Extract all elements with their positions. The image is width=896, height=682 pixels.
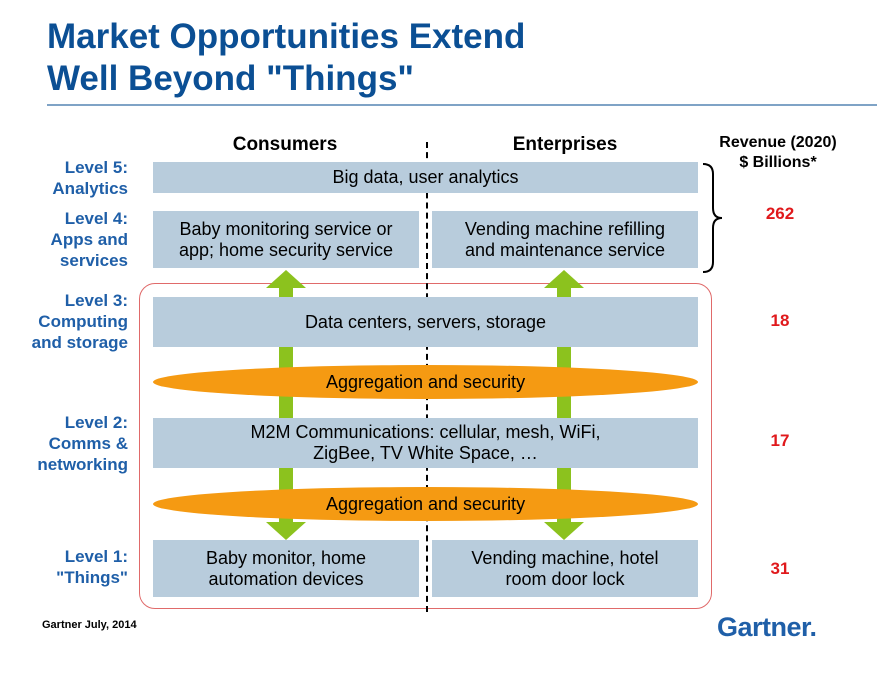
oval-lower-text: Aggregation and security [325,493,526,514]
gartner-logo: Gartner. [717,612,817,643]
levels-1-3-frame [139,283,712,609]
level-4-number: Level 4: [64,209,128,228]
level-2-name-cont: networking [37,455,128,474]
revenue-header-line-2: $ Billions* [739,154,817,171]
column-header-enterprises: Enterprises [512,134,618,155]
box-vending-service-line-1: Vending machine refilling [464,218,666,239]
box-big-data: Big data, user analytics [153,162,698,193]
title-rule [47,104,877,106]
slide-title: Market Opportunities Extend Well Beyond … [47,16,847,100]
level-3-name: Computing [38,312,128,331]
column-header-consumers: Consumers [232,134,338,155]
box-baby-monitoring-service: Baby monitoring service or app; home sec… [153,211,419,268]
box-m2m-line-1: M2M Communications: cellular, mesh, WiFi… [250,422,601,442]
level-4-label: Level 4: Apps and services [0,208,128,271]
box-m2m-line-2: ZigBee, TV White Space, … [313,443,538,463]
level-3-number: Level 3: [64,291,128,310]
level-3-label: Level 3: Computing and storage [0,290,128,353]
oval-upper-text: Aggregation and security [325,371,526,392]
oval-aggregation-security-lower: Aggregation and security [153,487,698,521]
box-data-centers-text: Data centers, servers, storage [304,311,547,332]
box-big-data-text: Big data, user analytics [332,167,519,187]
level-4-name-cont: services [59,251,128,270]
revenue-value-things: 31 [770,559,790,578]
box-vending-machine: Vending machine, hotel room door lock [432,540,698,597]
box-baby-monitor-line-1: Baby monitor, home [205,547,367,568]
level-5-number: Level 5: [64,158,128,177]
source-footnote: Gartner July, 2014 [42,619,137,631]
box-baby-monitor: Baby monitor, home automation devices [153,540,419,597]
revenue-header-line-1: Revenue (2020) [719,134,837,151]
box-vending-service: Vending machine refilling and maintenanc… [432,211,698,268]
level-1-name: "Things" [56,568,128,587]
level-2-label: Level 2: Comms & networking [0,412,128,475]
revenue-value-comms: 17 [770,431,790,450]
oval-aggregation-security-upper: Aggregation and security [153,365,698,399]
level-2-name: Comms & [48,434,128,453]
gartner-logo-text: Gartner [717,612,810,642]
gartner-logo-mark: . [809,612,818,642]
box-vending-machine-line-1: Vending machine, hotel [471,547,659,568]
box-baby-service-line-1: Baby monitoring service or [179,218,393,239]
box-data-centers: Data centers, servers, storage [153,297,698,347]
level-1-label: Level 1: "Things" [0,546,128,588]
box-vending-machine-line-2: room door lock [505,568,625,589]
box-baby-service-line-2: app; home security service [178,239,394,260]
revenue-header: Revenue (2020) $ Billions* [700,133,856,173]
right-brace-icon [702,163,723,273]
title-line-2: Well Beyond "Things" [47,59,415,98]
level-5-name: Analytics [52,179,128,198]
title-line-1: Market Opportunities Extend [47,17,526,56]
box-baby-monitor-line-2: automation devices [208,568,364,589]
level-2-number: Level 2: [64,413,128,432]
level-1-number: Level 1: [64,547,128,566]
box-vending-service-line-2: and maintenance service [464,239,666,260]
level-4-name: Apps and [50,230,128,249]
level-5-label: Level 5: Analytics [0,157,128,199]
level-3-name-cont: and storage [31,333,128,352]
revenue-value-computing: 18 [770,311,790,330]
revenue-value-apps-analytics: 262 [765,204,795,223]
box-m2m-communications: M2M Communications: cellular, mesh, WiFi… [153,418,698,468]
